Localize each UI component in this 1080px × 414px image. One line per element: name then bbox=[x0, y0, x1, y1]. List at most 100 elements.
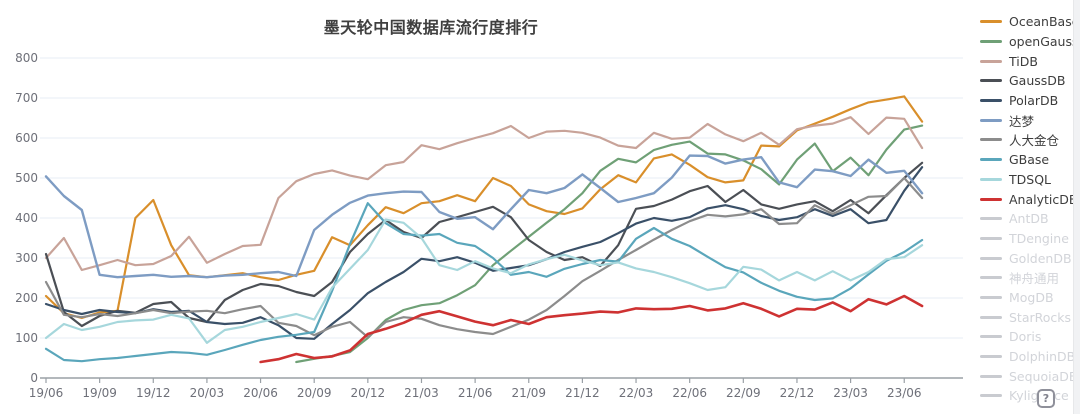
svg-text:23/03: 23/03 bbox=[833, 386, 868, 400]
x-axis bbox=[40, 377, 963, 383]
legend-item-人大金仓[interactable]: 人大金仓 bbox=[980, 130, 1076, 150]
svg-text:21/06: 21/06 bbox=[458, 386, 493, 400]
legend-line-swatch bbox=[980, 197, 1002, 201]
legend-line-swatch bbox=[980, 79, 1002, 83]
legend-item-OceanBase[interactable]: OceanBase bbox=[980, 12, 1080, 32]
svg-text:0: 0 bbox=[30, 371, 38, 385]
legend-label: openGauss bbox=[1009, 34, 1079, 50]
legend-line-swatch bbox=[980, 118, 1002, 122]
svg-text:22/06: 22/06 bbox=[672, 386, 707, 400]
legend-label: MogDB bbox=[1009, 289, 1054, 305]
legend-line-swatch bbox=[980, 158, 1002, 162]
legend-item-GaussDB[interactable]: GaussDB bbox=[980, 71, 1076, 91]
legend-item-StarRocks[interactable]: StarRocks bbox=[980, 307, 1076, 327]
svg-text:21/12: 21/12 bbox=[565, 386, 600, 400]
legend-line-swatch bbox=[980, 256, 1002, 260]
svg-text:22/09: 22/09 bbox=[726, 386, 761, 400]
legend-label: SequoiaDB bbox=[1009, 368, 1078, 384]
svg-text:300: 300 bbox=[15, 251, 38, 265]
legend-line-swatch bbox=[980, 99, 1002, 103]
series-line-TiDB bbox=[44, 116, 924, 272]
legend-label: TDengine bbox=[1009, 230, 1069, 246]
series-line-GBase bbox=[44, 202, 924, 363]
legend-line-swatch bbox=[980, 177, 1002, 181]
series-line-TDSQL bbox=[44, 218, 924, 344]
legend-item-TDengine[interactable]: TDengine bbox=[980, 229, 1076, 249]
legend-line-swatch bbox=[980, 295, 1002, 299]
legend-line-swatch bbox=[980, 236, 1002, 240]
svg-text:19/09: 19/09 bbox=[82, 386, 117, 400]
svg-text:20/06: 20/06 bbox=[243, 386, 278, 400]
legend-label: 人大金仓 bbox=[1009, 133, 1060, 149]
svg-text:400: 400 bbox=[15, 211, 38, 225]
legend-item-TiDB[interactable]: TiDB bbox=[980, 51, 1076, 71]
svg-text:100: 100 bbox=[15, 331, 38, 345]
svg-text:700: 700 bbox=[15, 91, 38, 105]
legend-label: AntDB bbox=[1009, 211, 1049, 227]
legend-line-swatch bbox=[980, 138, 1002, 142]
series-line-OceanBase bbox=[44, 95, 924, 320]
legend-item-Kyligence[interactable]: Kyligence bbox=[980, 386, 1076, 406]
legend-label: StarRocks bbox=[1009, 309, 1072, 325]
svg-text:21/09: 21/09 bbox=[511, 386, 546, 400]
legend-label: GoldenDB bbox=[1009, 250, 1072, 266]
chart-title: 墨天轮中国数据库流行度排行 bbox=[323, 18, 539, 37]
page-edge-strip bbox=[1073, 0, 1080, 414]
legend-label: PolarDB bbox=[1009, 93, 1059, 109]
question-mark-icon: ? bbox=[1042, 392, 1050, 405]
legend-line-swatch bbox=[980, 315, 1002, 319]
legend-label: 神舟通用 bbox=[1009, 271, 1060, 287]
grid-lines bbox=[40, 57, 963, 339]
svg-text:19/12: 19/12 bbox=[136, 386, 171, 400]
chart-legend: OceanBase openGauss TiDB GaussDB PolarDB 达梦人大… bbox=[980, 12, 1080, 406]
help-button[interactable]: ? bbox=[1037, 389, 1055, 408]
svg-text:23/06: 23/06 bbox=[887, 386, 922, 400]
series-line-GaussDB bbox=[44, 161, 924, 328]
legend-label: TDSQL bbox=[1009, 171, 1051, 187]
legend-line-swatch bbox=[980, 276, 1002, 280]
legend-line-swatch bbox=[980, 40, 1002, 44]
svg-text:22/03: 22/03 bbox=[619, 386, 654, 400]
svg-text:500: 500 bbox=[15, 171, 38, 185]
legend-line-swatch bbox=[980, 217, 1002, 221]
series-line-人大金仓 bbox=[44, 176, 924, 339]
legend-item-达梦[interactable]: 达梦 bbox=[980, 110, 1076, 130]
svg-text:20/09: 20/09 bbox=[297, 386, 332, 400]
legend-label: TiDB bbox=[1009, 53, 1038, 69]
y-axis-labels: 0 100 200 300 400 500 600 700 800 bbox=[15, 51, 38, 385]
legend-item-AnalyticDB[interactable]: AnalyticDB bbox=[980, 189, 1078, 209]
legend-item-GBase[interactable]: GBase bbox=[980, 150, 1076, 170]
svg-text:200: 200 bbox=[15, 291, 38, 305]
legend-item-DolphinDB[interactable]: DolphinDB bbox=[980, 347, 1076, 367]
series-line-AnalyticDB bbox=[259, 294, 924, 364]
legend-line-swatch bbox=[980, 20, 1002, 24]
legend-line-swatch bbox=[980, 394, 1002, 398]
legend-item-神舟通用[interactable]: 神舟通用 bbox=[980, 268, 1076, 288]
legend-item-AntDB[interactable]: AntDB bbox=[980, 209, 1076, 229]
legend-line-swatch bbox=[980, 335, 1002, 339]
legend-label: GaussDB bbox=[1009, 73, 1066, 89]
svg-text:20/03: 20/03 bbox=[190, 386, 225, 400]
legend-label: DolphinDB bbox=[1009, 349, 1076, 365]
legend-item-PolarDB[interactable]: PolarDB bbox=[980, 91, 1076, 111]
legend-item-openGauss[interactable]: openGauss bbox=[980, 32, 1079, 52]
legend-label: GBase bbox=[1009, 152, 1050, 168]
svg-text:22/12: 22/12 bbox=[780, 386, 815, 400]
svg-text:21/03: 21/03 bbox=[404, 386, 439, 400]
legend-label: Doris bbox=[1009, 329, 1042, 345]
legend-item-GoldenDB[interactable]: GoldenDB bbox=[980, 248, 1076, 268]
svg-text:19/06: 19/06 bbox=[29, 386, 64, 400]
svg-text:800: 800 bbox=[15, 51, 38, 65]
legend-item-MogDB[interactable]: MogDB bbox=[980, 288, 1076, 308]
legend-label: OceanBase bbox=[1009, 14, 1080, 30]
legend-item-TDSQL[interactable]: TDSQL bbox=[980, 170, 1076, 190]
series-line-PolarDB bbox=[44, 166, 924, 340]
legend-line-swatch bbox=[980, 355, 1002, 359]
x-axis-labels: 19/06 19/09 19/12 20/03 20/06 20/09 20/12 21/03… bbox=[29, 386, 922, 400]
legend-item-SequoiaDB[interactable]: SequoiaDB bbox=[980, 366, 1078, 386]
legend-label: 达梦 bbox=[1009, 113, 1035, 129]
legend-label: AnalyticDB bbox=[1009, 191, 1078, 207]
legend-item-Doris[interactable]: Doris bbox=[980, 327, 1076, 347]
